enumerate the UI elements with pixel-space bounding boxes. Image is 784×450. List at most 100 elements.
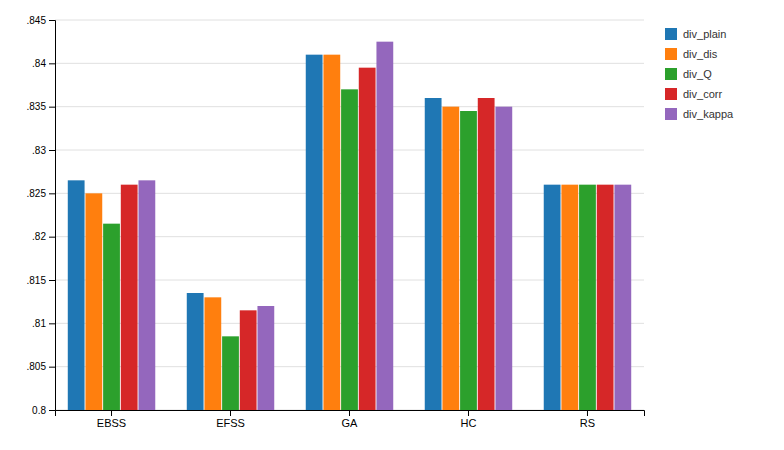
- plot: 0.8.805.81.815.82.825.83.835.84.845EBSSE…: [27, 15, 735, 429]
- y-tick-line: [49, 63, 55, 64]
- y-tick: .83: [32, 145, 55, 156]
- y-tick: .81: [32, 318, 55, 329]
- bar: [138, 180, 155, 410]
- bar: [442, 107, 459, 410]
- legend-item: div_plain: [665, 28, 726, 40]
- bar: [425, 98, 442, 410]
- bar: [204, 297, 221, 410]
- bar: [614, 185, 631, 410]
- y-tick-line: [49, 20, 55, 21]
- y-tick-line: [49, 367, 55, 368]
- y-tick-line: [49, 237, 55, 238]
- bar: [240, 310, 257, 410]
- bars: [68, 42, 631, 410]
- bar: [103, 224, 120, 410]
- y-tick: .835: [27, 101, 55, 112]
- x-tick-line: [230, 410, 231, 416]
- y-tick-line: [49, 410, 55, 411]
- y-axis-line: [49, 21, 56, 411]
- x-tick: GA: [342, 410, 359, 429]
- y-tick-line: [49, 323, 55, 324]
- x-tick: RS: [580, 410, 595, 429]
- x-tick-label: GA: [342, 417, 359, 429]
- legend-label: div_kappa: [683, 108, 734, 120]
- bar: [187, 293, 204, 410]
- y-tick: .84: [32, 58, 55, 69]
- legend-item: div_dis: [665, 48, 718, 60]
- bar: [341, 89, 358, 410]
- bar: [376, 42, 393, 410]
- legend-item: div_corr: [665, 88, 722, 100]
- y-tick-label: .825: [27, 188, 47, 199]
- bar: [85, 193, 102, 410]
- x-tick: EFSS: [216, 410, 245, 429]
- bar: [579, 185, 596, 410]
- grid: [55, 20, 644, 410]
- bar-series: [68, 55, 561, 410]
- bar: [561, 185, 578, 410]
- bar: [597, 185, 614, 410]
- legend-item: div_kappa: [665, 108, 734, 120]
- y-tick: .845: [27, 15, 55, 26]
- y-axis: 0.8 .805 .81 .815 .82 .825 .83 .835 .84 .845: [27, 15, 56, 416]
- y-tick-label: .84: [32, 58, 46, 69]
- y-tick-label: .83: [32, 145, 46, 156]
- x-tick-line: [111, 410, 112, 416]
- legend-swatch: [665, 28, 677, 40]
- x-tick-label: EFSS: [216, 417, 245, 429]
- y-tick-label: .805: [27, 361, 47, 372]
- x-tick-line: [587, 410, 588, 416]
- y-tick-line: [49, 150, 55, 151]
- bar-series: [85, 55, 578, 410]
- legend-label: div_plain: [683, 28, 726, 40]
- grid-line: [55, 63, 644, 64]
- y-tick: .805: [27, 361, 55, 372]
- bar: [68, 180, 85, 410]
- bar-series: [121, 68, 614, 410]
- y-tick-label: .82: [32, 231, 46, 242]
- y-tick-label: 0.8: [32, 405, 46, 416]
- x-tick-label: EBSS: [97, 417, 126, 429]
- legend-item: div_Q: [665, 68, 712, 80]
- y-tick-label: .815: [27, 275, 47, 286]
- y-tick: 0.8: [32, 405, 55, 416]
- y-tick-label: .835: [27, 101, 47, 112]
- y-tick-label: .81: [32, 318, 46, 329]
- x-tick: HC: [461, 410, 477, 429]
- legend-swatch: [665, 108, 677, 120]
- x-tick-line: [349, 410, 350, 416]
- y-tick-line: [49, 193, 55, 194]
- legend-swatch: [665, 88, 677, 100]
- y-tick-line: [49, 107, 55, 108]
- bar: [478, 98, 495, 410]
- bar-series: [103, 89, 596, 410]
- x-tick-label: HC: [461, 417, 477, 429]
- bar: [121, 185, 138, 410]
- bar: [359, 68, 376, 410]
- y-tick-label: .845: [27, 15, 47, 26]
- bar-series: [138, 42, 631, 410]
- x-axis-line: [56, 411, 645, 417]
- bar: [257, 306, 274, 410]
- y-tick: .82: [32, 231, 55, 242]
- bar: [544, 185, 561, 410]
- bar: [460, 111, 477, 410]
- legend-label: div_dis: [683, 48, 718, 60]
- legend-label: div_corr: [683, 88, 722, 100]
- legend-label: div_Q: [683, 68, 712, 80]
- legend: div_plain div_dis div_Q div_corr div_kappa: [665, 28, 734, 120]
- bar: [222, 336, 239, 410]
- legend-swatch: [665, 68, 677, 80]
- bar: [323, 55, 340, 410]
- chart: 0.8.805.81.815.82.825.83.835.84.845EBSSE…: [0, 0, 784, 450]
- y-tick-line: [49, 280, 55, 281]
- x-tick-line: [468, 410, 469, 416]
- x-axis: EBSS EFSS GA HC RS: [56, 410, 645, 429]
- grid-line: [55, 20, 644, 21]
- legend-swatch: [665, 48, 677, 60]
- bar: [306, 55, 323, 410]
- y-tick: .825: [27, 188, 55, 199]
- y-tick: .815: [27, 275, 55, 286]
- x-tick-label: RS: [580, 417, 595, 429]
- bar: [495, 107, 512, 410]
